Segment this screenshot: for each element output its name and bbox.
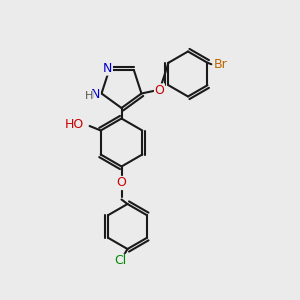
Text: Cl: Cl — [114, 254, 126, 268]
Text: Br: Br — [214, 58, 228, 71]
Text: HO: HO — [64, 118, 84, 131]
Text: O: O — [154, 84, 164, 97]
Text: H: H — [85, 91, 93, 101]
Text: N: N — [103, 62, 112, 75]
Text: O: O — [117, 176, 126, 190]
Text: N: N — [91, 88, 100, 101]
